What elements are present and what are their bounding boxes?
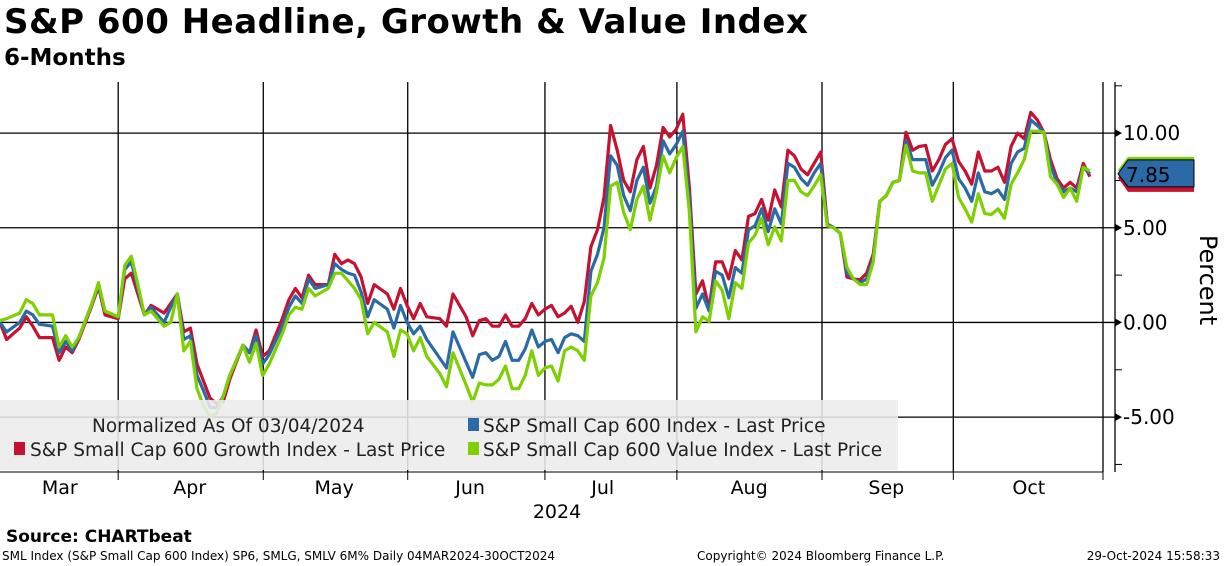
legend-marker-growth: [14, 442, 25, 455]
last-value-tag: [1117, 159, 1195, 188]
x-tick-label: Apr: [173, 477, 206, 499]
y-tick-mark: [1115, 413, 1122, 422]
chart-title: S&P 600 Headline, Growth & Value Index: [4, 2, 809, 42]
footer-series-info: SML Index (S&P Small Cap 600 Index) SP6,…: [2, 549, 556, 563]
footer-copyright: Copyright© 2024 Bloomberg Finance L.P.: [697, 549, 945, 563]
legend: Normalized As Of 03/04/2024 S&P Small Ca…: [0, 400, 898, 470]
legend-note: Normalized As Of 03/04/2024: [92, 416, 365, 437]
x-tick-label: Mar: [42, 477, 78, 499]
y-tick-label: 0.00: [1123, 310, 1168, 334]
legend-label-index: S&P Small Cap 600 Index - Last Price: [483, 416, 825, 437]
y-tick-label: 10.00: [1123, 121, 1180, 145]
x-tick-label: Jun: [454, 477, 485, 499]
chart-subtitle: 6-Months: [4, 45, 126, 71]
source-note: Source: CHARTbeat: [6, 527, 192, 547]
x-tick-label: May: [315, 477, 354, 499]
y-tick-label: -5.00: [1123, 405, 1175, 429]
footer-timestamp: 29-Oct-2024 15:58:33: [1086, 549, 1220, 563]
x-axis-title: 2024: [533, 501, 581, 523]
legend-marker-value: [468, 442, 479, 455]
y-tick-mark: [1115, 318, 1122, 327]
x-tick-label: Aug: [731, 477, 768, 499]
y-axis-title: Percent: [1194, 235, 1222, 325]
last-value-label: 7.85: [1126, 163, 1171, 187]
series-line-growth: [0, 110, 1092, 406]
y-tick-label: 5.00: [1123, 216, 1168, 240]
y-tick-mark: [1115, 129, 1122, 138]
legend-label-growth: S&P Small Cap 600 Growth Index - Last Pr…: [30, 440, 445, 461]
legend-label-value: S&P Small Cap 600 Value Index - Last Pri…: [483, 440, 882, 461]
legend-background: [0, 400, 898, 470]
y-tick-mark: [1115, 223, 1122, 232]
legend-marker-index: [468, 418, 479, 431]
series-line-index: [0, 118, 1092, 410]
x-tick-label: Sep: [868, 477, 904, 499]
x-tick-label: Oct: [1012, 477, 1045, 499]
x-tick-label: Jul: [590, 477, 614, 499]
